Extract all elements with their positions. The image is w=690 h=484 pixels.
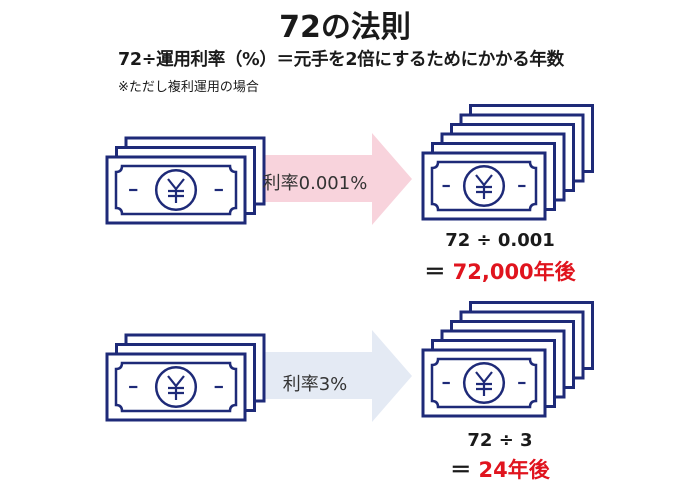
rate-label-2: 利率3% bbox=[282, 374, 348, 395]
equals-sign: ＝ bbox=[450, 458, 472, 482]
page-title: 72の法則 bbox=[279, 10, 411, 45]
calc-1: 72 ÷ 0.001 bbox=[445, 230, 555, 251]
yen-banknote-icon bbox=[105, 155, 247, 225]
result-value: 24年後 bbox=[478, 458, 550, 482]
rate-label-1: 利率0.001% bbox=[262, 173, 368, 194]
formula-text: 72÷運用利率（%）＝元手を2倍にするためにかかる年数 bbox=[118, 50, 564, 70]
arrow-right-icon bbox=[258, 133, 412, 225]
yen-banknote-icon bbox=[421, 348, 547, 418]
note-text: ※ただし複利運用の場合 bbox=[118, 80, 259, 95]
yen-banknote-icon bbox=[105, 352, 247, 422]
arrow-right-icon bbox=[258, 330, 412, 422]
result-2: ＝ 24年後 bbox=[390, 454, 610, 484]
equals-sign: ＝ bbox=[424, 260, 446, 284]
yen-banknote-icon bbox=[421, 151, 547, 221]
calc-2: 72 ÷ 3 bbox=[467, 430, 533, 451]
result-1: ＝ 72,000年後 bbox=[390, 256, 610, 286]
result-value: 72,000年後 bbox=[452, 260, 576, 284]
